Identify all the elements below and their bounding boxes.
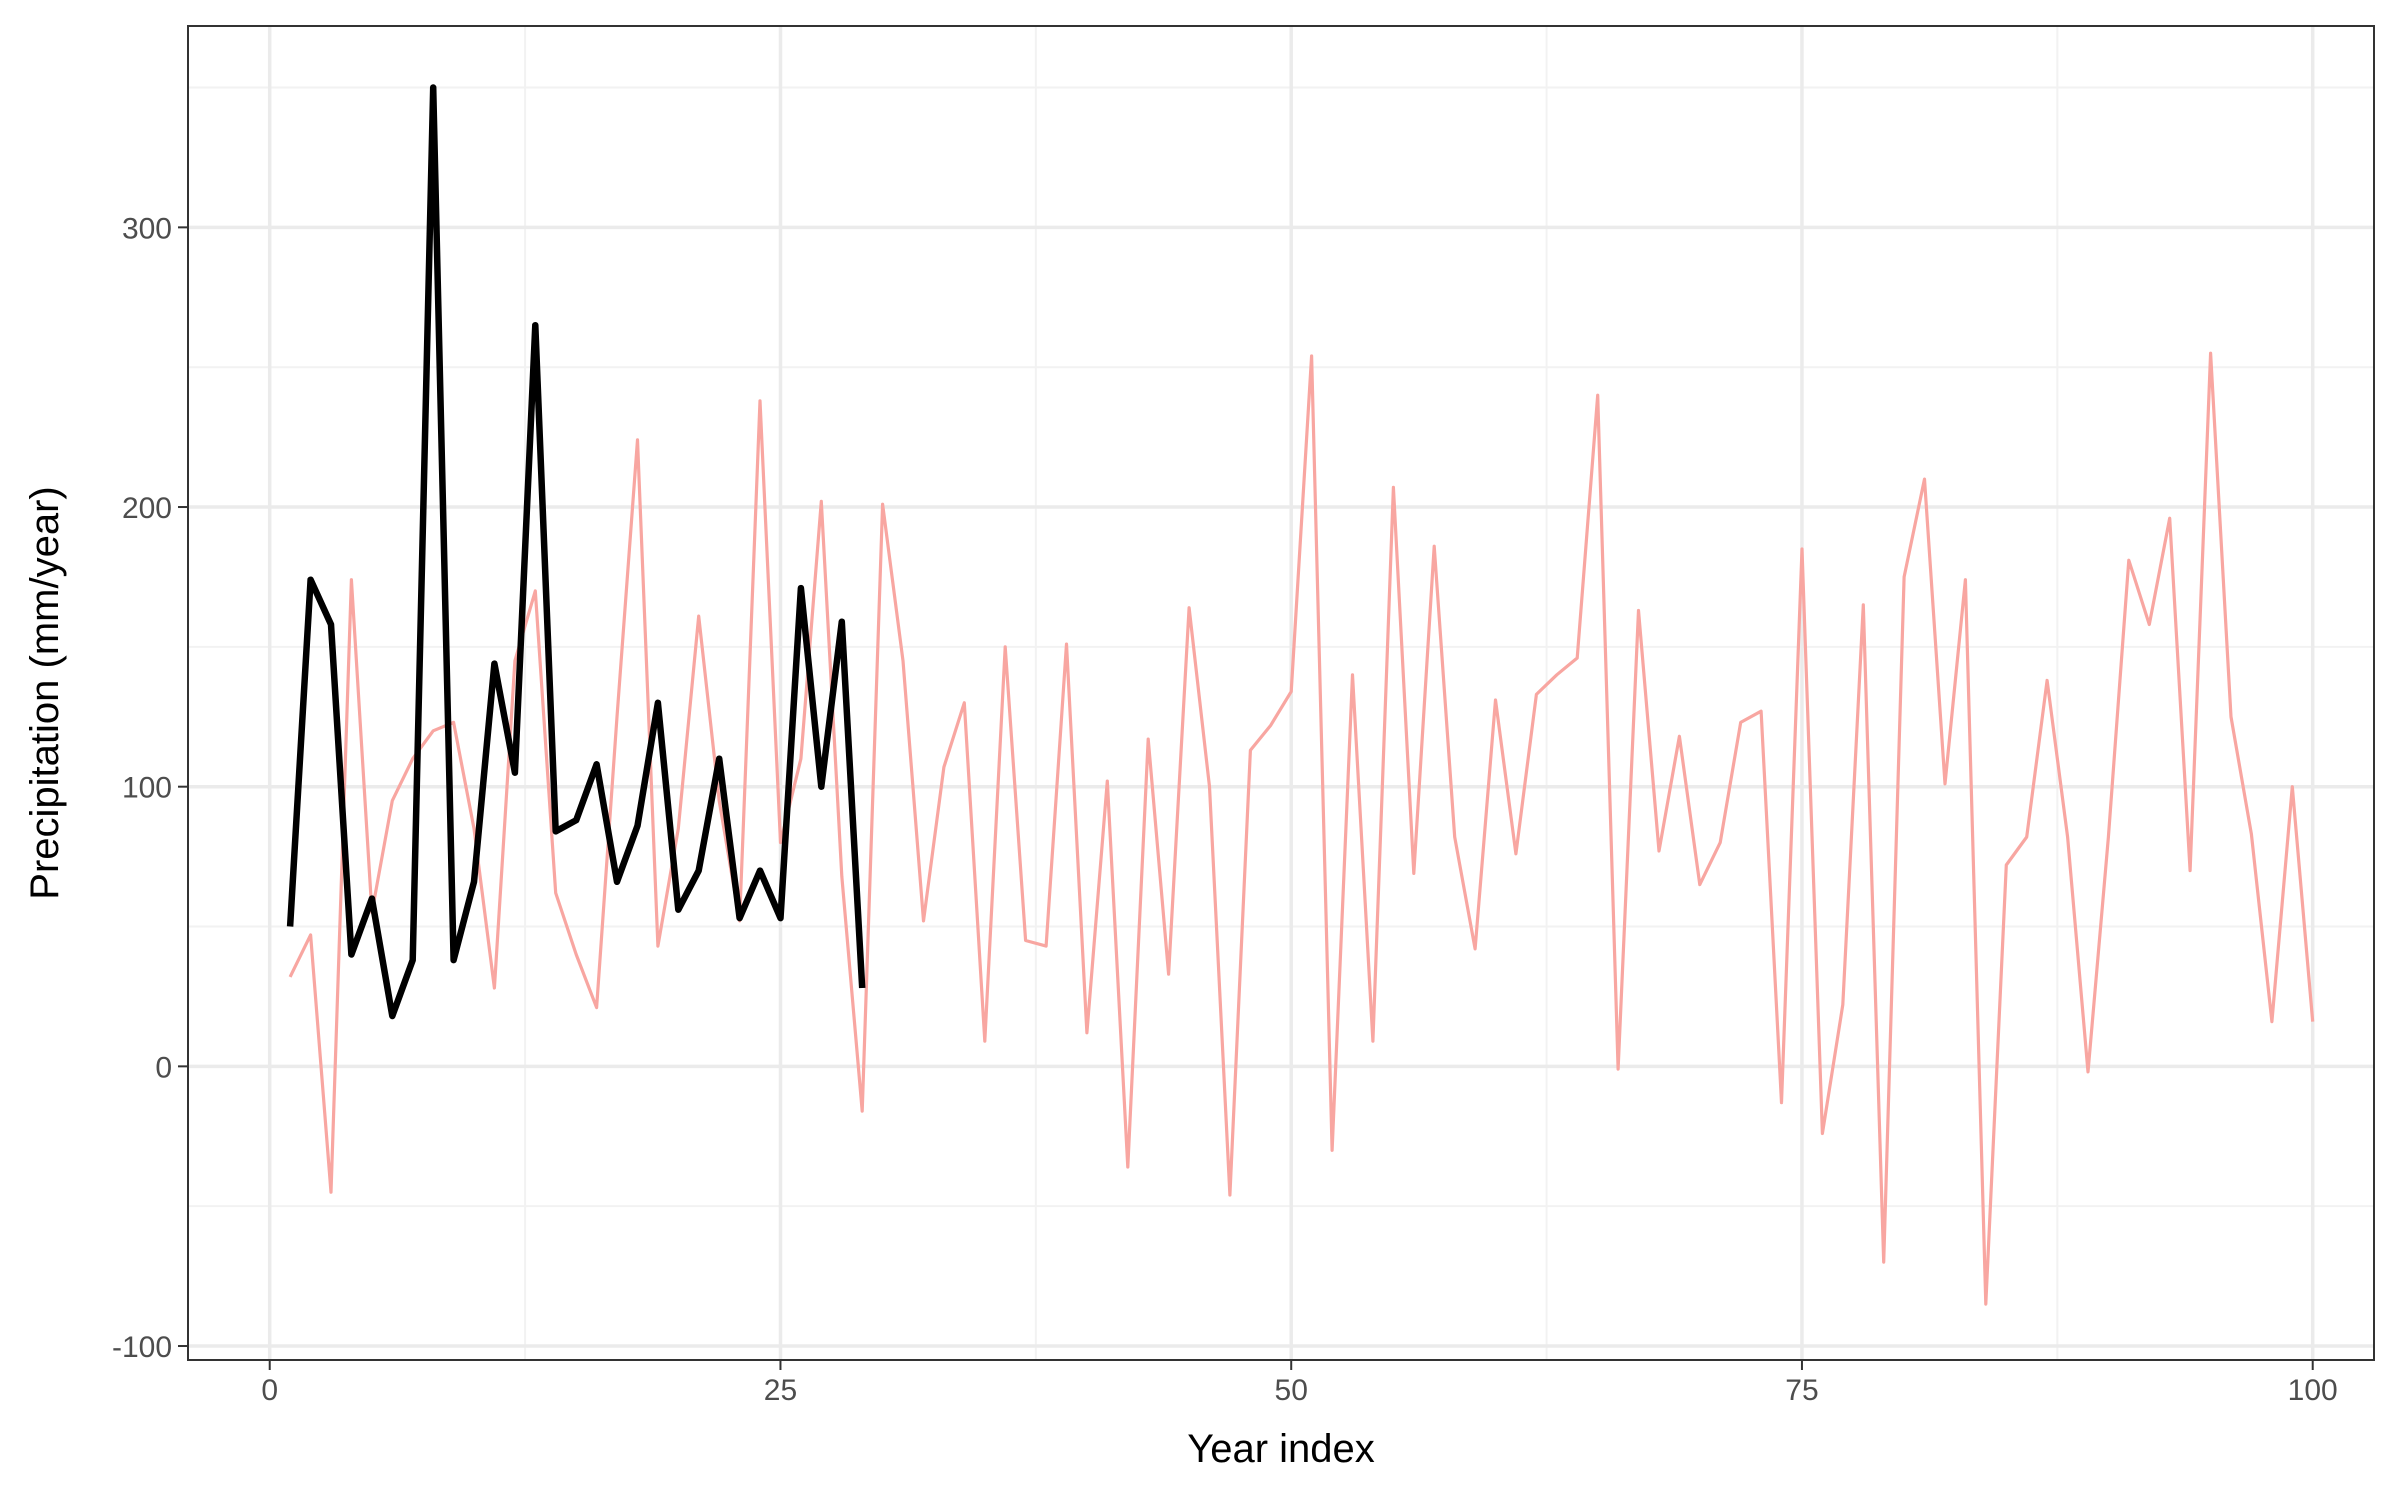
y-tick-label: 100 (122, 772, 172, 805)
y-tick-label: 200 (122, 492, 172, 525)
x-tick-label: 0 (261, 1374, 278, 1407)
y-axis-title: Precipitation (mm/year) (23, 486, 67, 899)
x-tick-label: 25 (764, 1374, 797, 1407)
series-line-1 (288, 351, 2315, 1306)
y-tick-label: -100 (112, 1331, 172, 1364)
y-tick-label: 0 (155, 1051, 172, 1084)
series-line-2 (286, 84, 866, 1020)
tick-labels: 0 25 50 75 100 -100 0 100 200 300 (112, 212, 2338, 1407)
x-tick-label: 75 (1785, 1374, 1818, 1407)
panel-border (187, 25, 2375, 1361)
axis-ticks (178, 226, 2314, 1370)
y-tick-label: 300 (122, 212, 172, 245)
series-lines (286, 84, 2315, 1306)
grid (188, 26, 2374, 1360)
x-tick-label: 50 (1275, 1374, 1308, 1407)
x-axis-title: Year index (1187, 1427, 1375, 1471)
x-tick-label: 100 (2288, 1374, 2338, 1407)
